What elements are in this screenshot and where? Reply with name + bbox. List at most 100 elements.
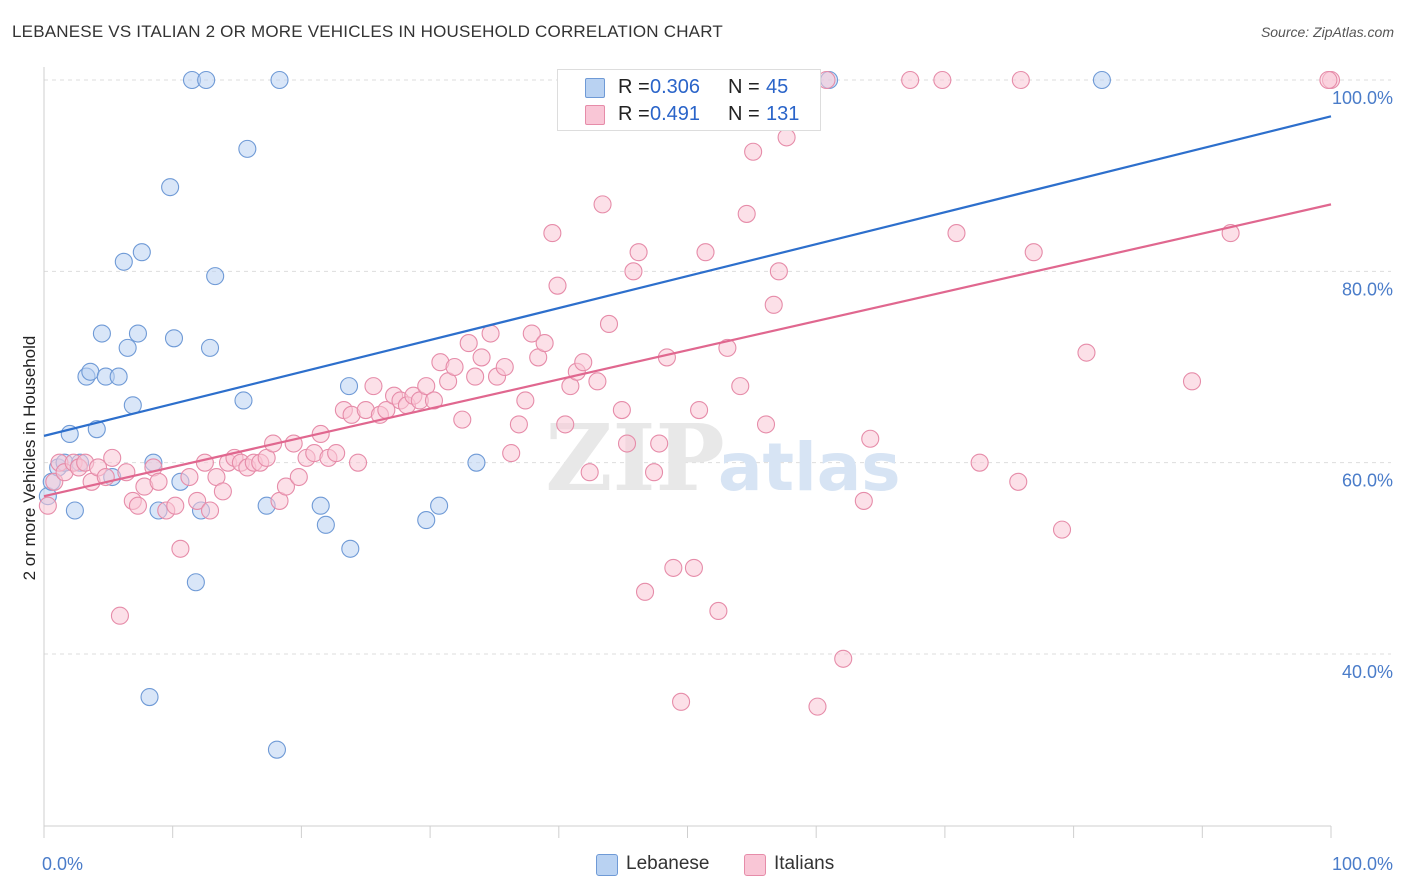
- y-tick-label: 40.0%: [1342, 662, 1393, 682]
- point-lebanese: [417, 511, 436, 530]
- point-lebanese: [206, 267, 225, 286]
- watermark: ZIP atlas: [545, 404, 900, 512]
- point-italians: [769, 262, 788, 281]
- point-italians: [459, 334, 478, 353]
- point-lebanese: [123, 396, 142, 415]
- point-lebanese: [1092, 70, 1111, 90]
- point-lebanese: [316, 515, 335, 534]
- point-italians: [672, 692, 691, 711]
- y-tick-label: 60.0%: [1342, 471, 1393, 491]
- legend-r-value: 0.306: [650, 76, 701, 98]
- point-lebanese: [234, 391, 253, 410]
- point-italians: [200, 501, 220, 520]
- point-italians: [548, 276, 567, 295]
- y-tick-label: 100.0%: [1332, 88, 1393, 108]
- legend-n-label: N =: [728, 76, 760, 98]
- point-italians: [624, 262, 643, 281]
- point-italians: [580, 463, 599, 482]
- point-lebanese: [65, 501, 84, 520]
- point-italians: [861, 429, 880, 448]
- point-italians: [834, 649, 853, 668]
- point-italians: [424, 391, 444, 410]
- point-italians: [38, 496, 57, 515]
- point-italians: [690, 400, 709, 420]
- point-italians: [472, 348, 491, 367]
- point-italians: [509, 415, 528, 434]
- point-italians: [599, 314, 619, 334]
- point-lebanese: [81, 362, 100, 381]
- point-italians: [149, 472, 168, 491]
- x-ticks: [43, 826, 1332, 838]
- trend-lines: [43, 115, 1332, 498]
- point-italians: [744, 142, 763, 161]
- x-tick-labels: 0.0% 100.0%: [42, 854, 1393, 874]
- legend-n-value: 131: [766, 103, 800, 125]
- point-italians: [103, 448, 122, 467]
- point-italians: [808, 697, 827, 716]
- point-lebanese: [339, 377, 359, 396]
- point-lebanese: [118, 338, 137, 357]
- point-italians: [522, 324, 541, 343]
- point-italians: [574, 353, 593, 372]
- point-italians: [635, 582, 655, 601]
- legend-r-value: 0.491: [650, 103, 701, 125]
- point-italians: [718, 338, 737, 357]
- point-italians: [417, 377, 436, 396]
- point-italians: [970, 453, 989, 472]
- point-italians: [110, 606, 129, 625]
- legend-r-label: R =: [618, 76, 650, 98]
- grid: [44, 79, 1391, 655]
- point-italians: [445, 357, 464, 377]
- point-italians: [731, 377, 750, 396]
- point-italians: [612, 400, 631, 420]
- x-tick-label: 0.0%: [42, 854, 83, 874]
- point-lebanese: [140, 687, 159, 707]
- point-lebanese: [132, 243, 151, 262]
- point-italians: [650, 434, 669, 453]
- point-italians: [764, 295, 783, 314]
- legend-swatch-italians: [744, 854, 766, 876]
- point-italians: [543, 224, 562, 243]
- point-lebanese: [109, 367, 128, 386]
- point-italians: [348, 453, 368, 472]
- point-italians: [617, 434, 637, 453]
- point-italians: [166, 496, 185, 515]
- legend-swatch-italians: [585, 105, 605, 125]
- point-italians: [276, 477, 296, 496]
- point-italians: [901, 70, 920, 90]
- point-italians: [556, 415, 575, 434]
- source-label: Source: ZipAtlas.com: [1260, 24, 1394, 40]
- point-italians: [756, 415, 776, 434]
- point-italians: [1182, 372, 1202, 391]
- y-axis-label: 2 or more Vehicles in Household: [20, 336, 39, 581]
- legend-label-italians: Italians: [774, 853, 835, 874]
- point-italians: [466, 367, 485, 386]
- point-lebanese: [164, 329, 184, 348]
- legend-r-label: R =: [618, 103, 650, 125]
- correlation-legend: R = 0.306 N = 45 R = 0.491 N = 131: [557, 69, 821, 131]
- point-italians: [453, 410, 472, 429]
- point-italians: [933, 70, 952, 90]
- y-tick-label: 80.0%: [1342, 279, 1393, 299]
- point-italians: [709, 601, 728, 621]
- point-italians: [947, 224, 966, 243]
- point-lebanese: [186, 573, 205, 592]
- legend-row-italians: R = 0.491 N = 131: [558, 101, 820, 127]
- trendline-italians: [43, 203, 1332, 498]
- point-italians: [213, 482, 232, 501]
- point-lebanese: [128, 324, 148, 343]
- point-italians: [516, 391, 535, 410]
- point-italians: [171, 539, 190, 558]
- point-italians: [664, 558, 683, 577]
- point-lebanese: [114, 252, 133, 271]
- point-italians: [1319, 70, 1338, 90]
- point-lebanese: [341, 539, 360, 558]
- x-tick-label: 100.0%: [1332, 854, 1393, 874]
- point-italians: [327, 444, 346, 463]
- point-italians: [696, 243, 715, 262]
- point-italians: [854, 491, 873, 510]
- chart-title: LEBANESE VS ITALIAN 2 OR MORE VEHICLES I…: [12, 22, 723, 41]
- point-italians: [535, 334, 554, 353]
- point-italians: [644, 463, 664, 482]
